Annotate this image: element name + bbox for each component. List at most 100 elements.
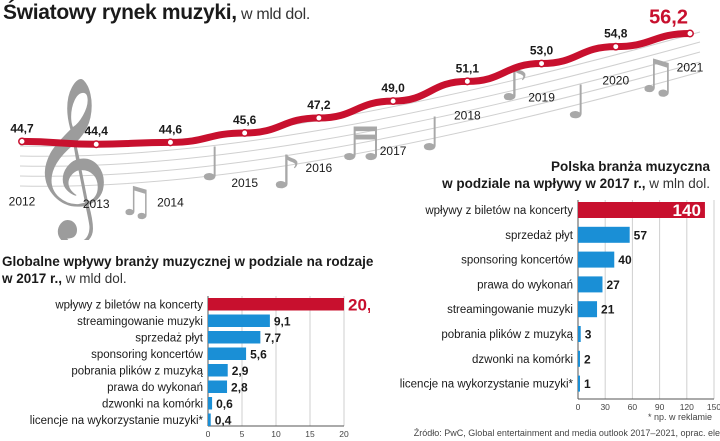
value-label: 2 — [584, 352, 591, 366]
year-tick-label: 2013 — [83, 197, 110, 211]
x-tick-label: 5 — [240, 429, 245, 439]
music-notes-decoration: ♫ ♩ ♪ ♬ ♩ ♪ ♩ ♫ — [118, 49, 677, 225]
trend-point — [314, 114, 323, 122]
left-title-line1: Globalne wpływy branży muzycznej w podzi… — [2, 254, 374, 269]
year-tick-label: 2017 — [380, 144, 407, 158]
trend-point — [686, 29, 694, 38]
trend-line — [18, 30, 694, 148]
category-label: dzwonki na komórki — [102, 398, 203, 410]
year-tick-label: 2021 — [677, 61, 704, 75]
x-tick-label: 0 — [576, 402, 581, 412]
trend-value-label: 47,2 — [307, 98, 331, 112]
trend-value-label: 45,6 — [233, 113, 257, 127]
category-label: sprzedaż płyt — [505, 230, 574, 242]
value-label: 5,6 — [250, 347, 267, 361]
right-title-line1: Polska branża muzyczna — [550, 159, 710, 174]
year-tick-label: 2020 — [602, 74, 629, 88]
trend-value-label: 49,0 — [381, 81, 405, 95]
note-icon-4: ♬ — [340, 117, 381, 171]
trend-value-label: 44,6 — [159, 122, 183, 136]
value-label: 0,6 — [216, 397, 233, 411]
x-tick-label: 10 — [271, 429, 281, 439]
left-title-line2-text: w 2017 r., — [2, 271, 63, 286]
trend-point — [92, 140, 101, 149]
category-label: sprzedaż płyt — [135, 332, 204, 344]
value-label: 0,4 — [215, 413, 232, 427]
note-icon-5: ♩ — [420, 107, 442, 161]
category-label: licencje na wykorzystanie muzyki* — [400, 379, 574, 391]
footnote: * np. w reklamie — [647, 412, 712, 422]
x-tick-label: 0 — [206, 429, 211, 439]
value-label: 7,7 — [264, 331, 281, 345]
value-label: 57 — [634, 228, 648, 242]
x-tick-label: 150 — [707, 402, 720, 412]
trend-value-label: 51,1 — [456, 61, 480, 75]
bar — [578, 202, 705, 218]
trend-value-label: 44,4 — [85, 124, 109, 138]
trend-point — [611, 42, 620, 51]
page-title: Światowy rynek muzyki, w mld dol. — [3, 1, 310, 25]
note-icon-7: ♩ — [566, 75, 588, 129]
trend-point — [463, 77, 472, 86]
year-tick-label: 2016 — [306, 161, 333, 175]
year-tick-label: 2014 — [157, 195, 184, 209]
left-panel-title: Globalne wpływy branży muzycznej w podzi… — [2, 253, 373, 287]
value-label: 2,9 — [232, 364, 249, 378]
bar — [208, 364, 228, 377]
x-tick-label: 30 — [600, 402, 610, 412]
trend-point — [389, 97, 398, 106]
value-label: 1 — [584, 377, 591, 391]
treble-clef-icon: 𝄞 — [28, 76, 111, 240]
category-label: prawa do wykonań — [477, 279, 573, 291]
trend-value-label: 44,7 — [10, 121, 34, 135]
trend-point — [166, 138, 175, 147]
left-title-line2: w 2017 r., w mld dol. — [2, 270, 373, 287]
category-label: prawa do wykonań — [107, 382, 203, 394]
value-label: 2,8 — [231, 380, 248, 394]
category-label: pobrania plików z muzyką — [441, 329, 573, 341]
value-label: 3 — [585, 328, 592, 342]
x-tick-label: 60 — [628, 402, 638, 412]
note-icon-2: ♩ — [200, 137, 222, 191]
note-icon-3: ♪ — [272, 145, 301, 199]
bar — [578, 276, 603, 293]
x-tick-label: 20 — [339, 429, 349, 439]
category-label: dzwonki na komórki — [472, 354, 573, 366]
category-label: sponsoring koncertów — [91, 349, 204, 361]
bar — [208, 413, 211, 426]
world-market-line-chart: 𝄞 ♫ ♩ ♪ ♬ ♩ ♪ ♩ ♫ 44,7 2012 44,4 2013 44,6 20… — [9, 7, 704, 240]
year-tick-label: 2012 — [9, 194, 36, 208]
bar — [578, 301, 598, 318]
bar — [208, 298, 344, 311]
left-title-unit: w mld dol. — [62, 271, 127, 286]
bar — [578, 326, 581, 342]
right-title-line2-text: w podziale na wpływy w 2017 r., — [442, 176, 646, 191]
trend-point — [240, 129, 249, 137]
source-note: Źródło: PwC, Global entertainment and me… — [413, 428, 720, 438]
category-label: streamingowanie muzyki — [447, 304, 573, 316]
category-label: licencje na wykorzystanie muzyki* — [30, 415, 204, 427]
note-icon-1: ♫ — [118, 179, 154, 225]
trend-value-label: 53,0 — [530, 44, 554, 58]
bar — [208, 397, 213, 410]
category-label: wpływy z biletów na koncerty — [54, 299, 203, 311]
category-label: wpływy z biletów na koncerty — [424, 205, 573, 217]
title-unit: w mld dol. — [236, 6, 310, 23]
category-label: sponsoring koncertów — [461, 255, 574, 267]
year-tick-label: 2018 — [454, 108, 481, 122]
value-label: 140 — [673, 201, 701, 220]
value-label: 21 — [601, 303, 615, 317]
bar — [208, 314, 270, 327]
year-tick-label: 2019 — [528, 91, 555, 105]
right-panel-title: Polska branża muzyczna w podziale na wpł… — [442, 158, 710, 192]
value-label: 40 — [618, 253, 632, 267]
value-label: 27 — [606, 278, 620, 292]
polish-revenue-bar-chart: 0 30 60 90 120 150 wpływy z biletów na koncert… — [400, 200, 720, 412]
category-label: streamingowanie muzyki — [77, 316, 203, 328]
right-title-unit: w mln dol. — [645, 176, 710, 191]
global-revenue-bar-chart: 0 5 10 15 20 wpływy z biletów na koncerty 20,0… — [30, 295, 370, 439]
bar — [208, 331, 261, 344]
value-label: 9,1 — [274, 314, 291, 328]
trend-value-label: 56,2 — [649, 7, 688, 29]
bar — [578, 226, 630, 243]
